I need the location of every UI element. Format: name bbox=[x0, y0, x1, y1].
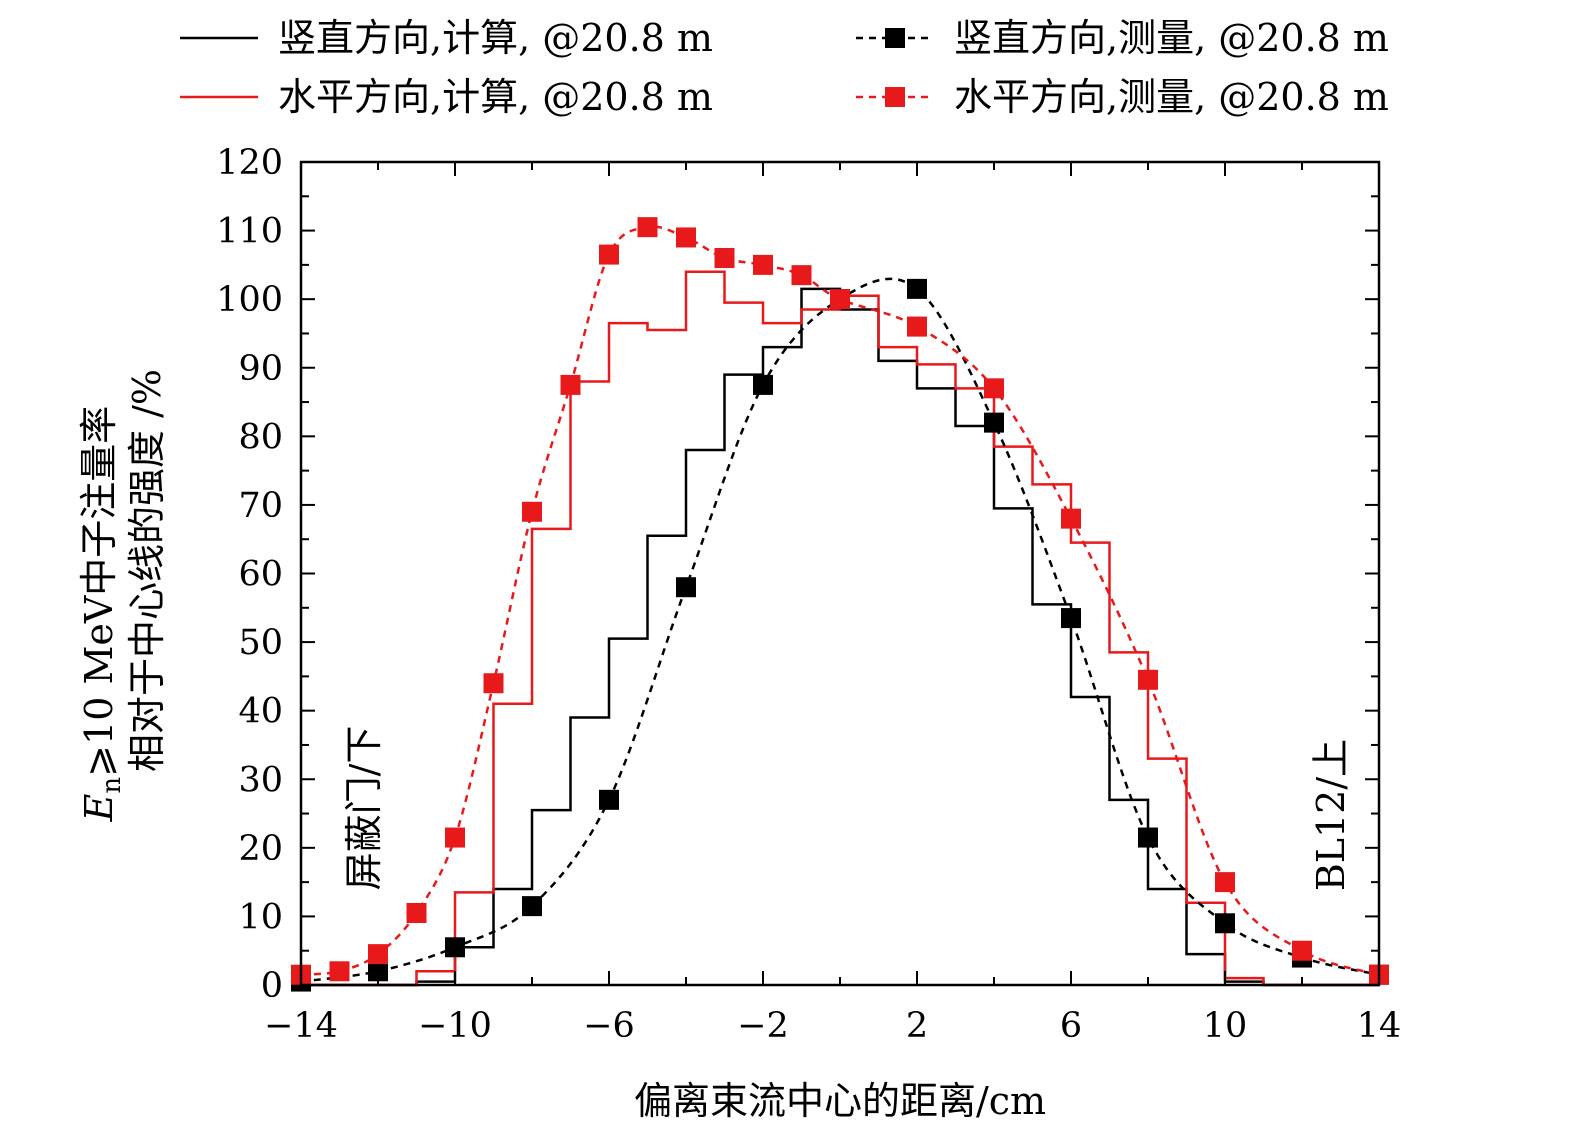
axis-ticks bbox=[300, 161, 1380, 986]
tick-labels: −14 −10 −6 −2 2 6 10 14 0 10 20 30 40 50 60 70 80 90 100 11… bbox=[216, 143, 1401, 1046]
x-tick-label: −10 bbox=[418, 1006, 492, 1046]
y-axis-title-line1: En⩾10 MeV中子注量率 bbox=[77, 406, 127, 823]
x-tick-label: 14 bbox=[1357, 1006, 1402, 1046]
x-tick-label: 2 bbox=[906, 1006, 928, 1046]
series-3 bbox=[291, 217, 1389, 985]
legend-marker bbox=[885, 28, 905, 48]
y-axis-title: En⩾10 MeV中子注量率 相对于中心线的强度 /% bbox=[77, 369, 169, 822]
y-axis-title-symbol: E bbox=[77, 793, 121, 822]
data-point bbox=[522, 896, 542, 917]
data-point bbox=[753, 254, 773, 275]
data-point bbox=[522, 501, 542, 522]
data-point bbox=[406, 902, 427, 923]
data-point bbox=[830, 289, 850, 310]
data-point bbox=[984, 378, 1004, 399]
data-point bbox=[560, 374, 581, 395]
legend-label: 竖直方向,计算, @20.8 m bbox=[278, 16, 713, 60]
y-axis-title-line2: 相对于中心线的强度 /% bbox=[125, 369, 169, 772]
data-point bbox=[753, 374, 773, 395]
legend-item: 水平方向,测量, @20.8 m bbox=[856, 75, 1389, 119]
data-point bbox=[1215, 913, 1235, 934]
series-line bbox=[300, 225, 1380, 976]
data-point bbox=[445, 827, 465, 848]
plot-area bbox=[291, 160, 1389, 992]
x-axis-title: 偏离束流中心的距离/cm bbox=[634, 1079, 1046, 1123]
data-point bbox=[984, 412, 1004, 433]
y-tick-label: 80 bbox=[238, 417, 283, 457]
data-point bbox=[791, 265, 812, 286]
data-point bbox=[1061, 508, 1081, 529]
x-tick-label: 10 bbox=[1203, 1006, 1248, 1046]
plot-frame bbox=[299, 160, 1381, 987]
data-point bbox=[1138, 669, 1158, 690]
legend-item: 竖直方向,测量, @20.8 m bbox=[856, 16, 1389, 60]
y-tick-label: 120 bbox=[216, 143, 283, 183]
legend: 竖直方向,计算, @20.8 m 竖直方向,测量, @20.8 m 水平方向,计算,… bbox=[180, 16, 1389, 119]
data-point bbox=[329, 961, 350, 982]
data-point bbox=[368, 944, 388, 965]
series-layer bbox=[291, 217, 1389, 992]
y-axis-title-rest: ⩾10 MeV中子注量率 bbox=[77, 406, 121, 777]
data-point bbox=[637, 217, 658, 238]
data-point bbox=[1061, 608, 1081, 629]
y-tick-label: 100 bbox=[216, 280, 283, 320]
annotation-left: 屏蔽门/下 bbox=[342, 726, 386, 891]
data-point bbox=[599, 244, 619, 265]
legend-label: 水平方向,测量, @20.8 m bbox=[954, 75, 1389, 119]
y-tick-label: 30 bbox=[238, 760, 283, 800]
data-point bbox=[1138, 827, 1158, 848]
y-tick-label: 40 bbox=[238, 692, 283, 732]
data-point bbox=[1215, 872, 1235, 893]
y-tick-label: 110 bbox=[216, 212, 283, 252]
x-tick-label: −6 bbox=[583, 1006, 635, 1046]
data-point bbox=[368, 961, 388, 982]
data-point bbox=[676, 577, 696, 598]
x-tick-label: −14 bbox=[264, 1006, 338, 1046]
y-tick-label: 0 bbox=[261, 966, 283, 1006]
y-tick-label: 60 bbox=[238, 555, 283, 595]
data-point bbox=[907, 278, 927, 299]
y-tick-label: 70 bbox=[238, 486, 283, 526]
data-point bbox=[445, 937, 465, 958]
data-point bbox=[483, 673, 504, 694]
y-tick-label: 90 bbox=[238, 349, 283, 389]
y-axis-title-subscript: n bbox=[97, 777, 127, 794]
data-point bbox=[907, 316, 927, 337]
legend-item: 竖直方向,计算, @20.8 m bbox=[180, 16, 713, 60]
legend-label: 竖直方向,测量, @20.8 m bbox=[954, 16, 1389, 60]
x-tick-label: −2 bbox=[737, 1006, 789, 1046]
annotation-right: BL12/上 bbox=[1309, 739, 1353, 891]
legend-label: 水平方向,计算, @20.8 m bbox=[278, 75, 713, 119]
y-tick-label: 20 bbox=[238, 829, 283, 869]
data-point bbox=[676, 227, 696, 248]
legend-item: 水平方向,计算, @20.8 m bbox=[180, 75, 713, 119]
x-tick-label: 6 bbox=[1060, 1006, 1082, 1046]
data-point bbox=[599, 789, 619, 810]
data-point bbox=[1292, 940, 1312, 961]
y-tick-label: 10 bbox=[238, 897, 283, 937]
data-point bbox=[714, 248, 735, 269]
legend-marker bbox=[885, 87, 905, 107]
y-tick-label: 50 bbox=[238, 623, 283, 663]
